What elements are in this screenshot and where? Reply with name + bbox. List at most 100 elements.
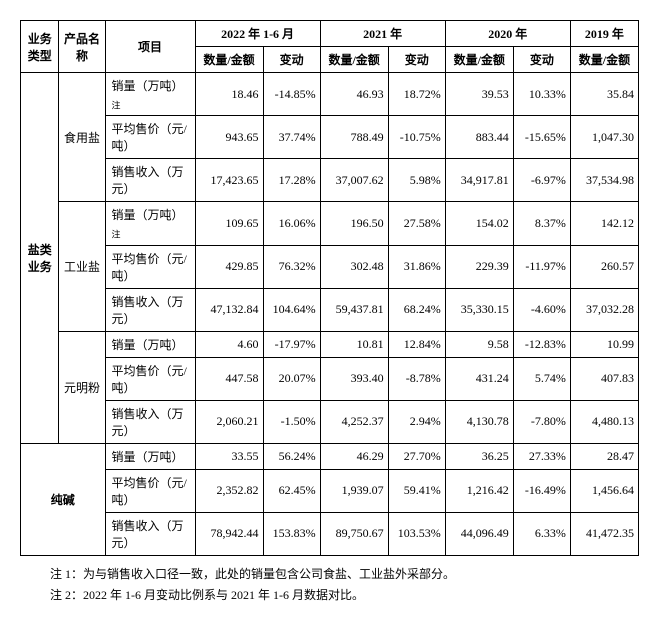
- table-row: 销售收入（万元） 47,132.84 104.64% 59,437.81 68.…: [21, 288, 639, 331]
- cell: 109.65: [195, 202, 263, 245]
- cell: 41,472.35: [570, 512, 638, 555]
- cell: 260.57: [570, 245, 638, 288]
- table-row: 销售收入（万元） 17,423.65 17.28% 37,007.62 5.98…: [21, 159, 639, 202]
- product-sodium-sulfate: 元明粉: [59, 331, 105, 443]
- cell: 1,047.30: [570, 116, 638, 159]
- cell: 78,942.44: [195, 512, 263, 555]
- cell: 44,096.49: [445, 512, 513, 555]
- footnotes: 注 1：为与销售收入口径一致，此处的销量包含公司食盐、工业盐外采部分。 注 2：…: [20, 564, 639, 607]
- cell: 142.12: [570, 202, 638, 245]
- cell: 429.85: [195, 245, 263, 288]
- footnote-2: 注 2：2022 年 1-6 月变动比例系与 2021 年 1-6 月数据对比。: [50, 585, 639, 607]
- cell: 17,423.65: [195, 159, 263, 202]
- cell: 154.02: [445, 202, 513, 245]
- cell: -14.85%: [263, 73, 320, 116]
- item-volume: 销量（万吨）注: [105, 202, 195, 245]
- item-price: 平均售价（元/吨）: [105, 116, 195, 159]
- table-row: 平均售价（元/吨） 2,352.82 62.45% 1,939.07 59.41…: [21, 469, 639, 512]
- cell: -7.80%: [513, 400, 570, 443]
- footnote-1: 注 1：为与销售收入口径一致，此处的销量包含公司食盐、工业盐外采部分。: [50, 564, 639, 586]
- cell: 28.47: [570, 443, 638, 469]
- cell: 34,917.81: [445, 159, 513, 202]
- cell: 46.93: [320, 73, 388, 116]
- th-period4: 2019 年: [570, 21, 638, 47]
- cell: -11.97%: [513, 245, 570, 288]
- th-qty1: 数量/金额: [195, 47, 263, 73]
- cell: 27.58%: [388, 202, 445, 245]
- cell: 37,007.62: [320, 159, 388, 202]
- cell: 27.33%: [513, 443, 570, 469]
- th-item: 项目: [105, 21, 195, 73]
- table-row: 平均售价（元/吨） 429.85 76.32% 302.48 31.86% 22…: [21, 245, 639, 288]
- th-chg1: 变动: [263, 47, 320, 73]
- cell: 788.49: [320, 116, 388, 159]
- cell: 103.53%: [388, 512, 445, 555]
- cell: 59.41%: [388, 469, 445, 512]
- cell: 2,060.21: [195, 400, 263, 443]
- cell: -10.75%: [388, 116, 445, 159]
- cell: 1,939.07: [320, 469, 388, 512]
- cell: 883.44: [445, 116, 513, 159]
- table-row: 平均售价（元/吨） 447.58 20.07% 393.40 -8.78% 43…: [21, 357, 639, 400]
- cell: -4.60%: [513, 288, 570, 331]
- table-row: 元明粉 销量（万吨） 4.60 -17.97% 10.81 12.84% 9.5…: [21, 331, 639, 357]
- business-salt: 盐类业务: [21, 73, 59, 444]
- cell: -15.65%: [513, 116, 570, 159]
- item-volume: 销量（万吨）注: [105, 73, 195, 116]
- cell: 10.81: [320, 331, 388, 357]
- cell: 59,437.81: [320, 288, 388, 331]
- cell: 104.64%: [263, 288, 320, 331]
- cell: 36.25: [445, 443, 513, 469]
- cell: -12.83%: [513, 331, 570, 357]
- item-price: 平均售价（元/吨）: [105, 357, 195, 400]
- th-product: 产品名称: [59, 21, 105, 73]
- item-revenue: 销售收入（万元）: [105, 288, 195, 331]
- cell: 37,032.28: [570, 288, 638, 331]
- cell: -1.50%: [263, 400, 320, 443]
- cell: -17.97%: [263, 331, 320, 357]
- th-qty3: 数量/金额: [445, 47, 513, 73]
- table-row: 销售收入（万元） 78,942.44 153.83% 89,750.67 103…: [21, 512, 639, 555]
- cell: 5.98%: [388, 159, 445, 202]
- cell: 943.65: [195, 116, 263, 159]
- cell: 37.74%: [263, 116, 320, 159]
- cell: -16.49%: [513, 469, 570, 512]
- th-qty4: 数量/金额: [570, 47, 638, 73]
- th-period1: 2022 年 1-6 月: [195, 21, 320, 47]
- financial-table: 业务类型 产品名称 项目 2022 年 1-6 月 2021 年 2020 年 …: [20, 20, 639, 556]
- cell: 47,132.84: [195, 288, 263, 331]
- th-qty2: 数量/金额: [320, 47, 388, 73]
- cell: 2,352.82: [195, 469, 263, 512]
- cell: 18.72%: [388, 73, 445, 116]
- cell: 17.28%: [263, 159, 320, 202]
- table-row: 销售收入（万元） 2,060.21 -1.50% 4,252.37 2.94% …: [21, 400, 639, 443]
- th-chg3: 变动: [513, 47, 570, 73]
- item-revenue: 销售收入（万元）: [105, 512, 195, 555]
- cell: 35,330.15: [445, 288, 513, 331]
- th-period2: 2021 年: [320, 21, 445, 47]
- cell: 407.83: [570, 357, 638, 400]
- cell: 10.33%: [513, 73, 570, 116]
- cell: 39.53: [445, 73, 513, 116]
- cell: 393.40: [320, 357, 388, 400]
- cell: 37,534.98: [570, 159, 638, 202]
- cell: 10.99: [570, 331, 638, 357]
- cell: 31.86%: [388, 245, 445, 288]
- product-edible-salt: 食用盐: [59, 73, 105, 202]
- cell: 1,456.64: [570, 469, 638, 512]
- item-volume: 销量（万吨）: [105, 443, 195, 469]
- cell: 4,480.13: [570, 400, 638, 443]
- item-volume: 销量（万吨）: [105, 331, 195, 357]
- item-revenue: 销售收入（万元）: [105, 400, 195, 443]
- cell: 33.55: [195, 443, 263, 469]
- cell: 16.06%: [263, 202, 320, 245]
- cell: 6.33%: [513, 512, 570, 555]
- item-revenue: 销售收入（万元）: [105, 159, 195, 202]
- item-price: 平均售价（元/吨）: [105, 245, 195, 288]
- cell: 18.46: [195, 73, 263, 116]
- item-price: 平均售价（元/吨）: [105, 469, 195, 512]
- business-soda-ash: 纯碱: [21, 443, 106, 555]
- cell: 4.60: [195, 331, 263, 357]
- cell: 68.24%: [388, 288, 445, 331]
- table-row: 盐类业务 食用盐 销量（万吨）注 18.46 -14.85% 46.93 18.…: [21, 73, 639, 116]
